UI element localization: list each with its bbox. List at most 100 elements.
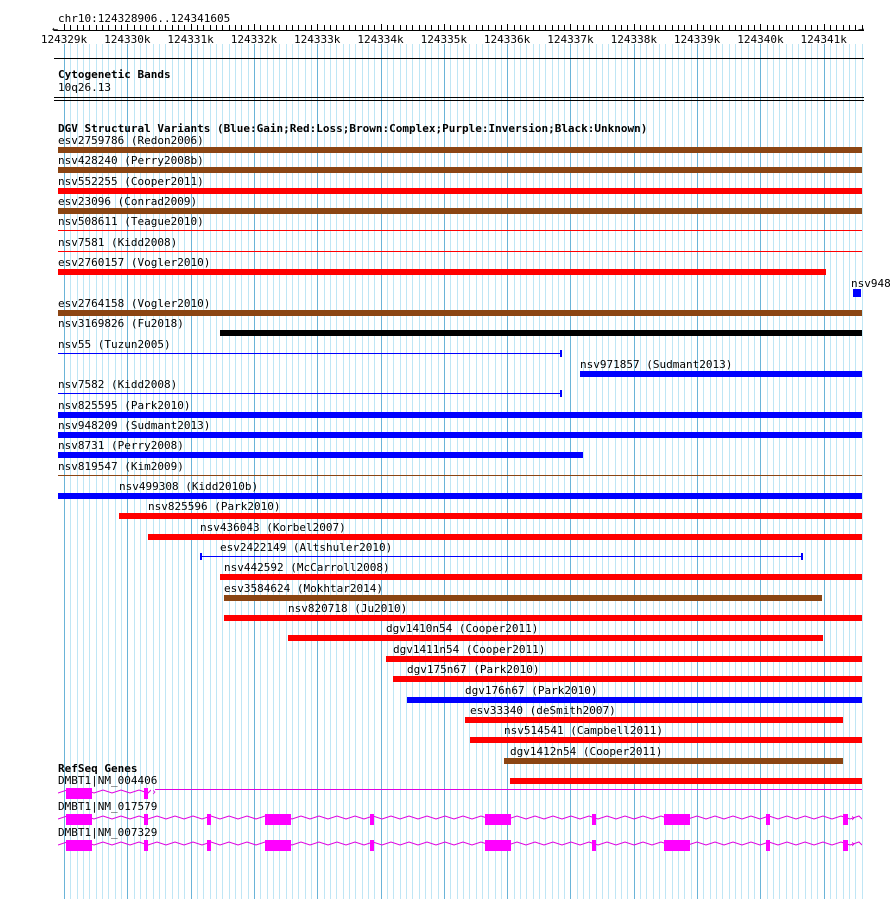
refseq-gene-row[interactable]: DMBT1|NM_017579 › <box>0 800 890 827</box>
dgv-variant-bar[interactable] <box>200 556 803 557</box>
dgv-variant-row[interactable]: nsv825596 (Park2010) <box>0 500 890 521</box>
dgv-variant-row[interactable]: nsv428240 (Perry2008b) <box>0 154 890 175</box>
gene-exon[interactable] <box>144 814 148 825</box>
dgv-variant-label: dgv1410n54 (Cooper2011) <box>386 622 539 636</box>
dgv-variant-end-cap <box>560 390 562 398</box>
dgv-variant-bar[interactable] <box>58 393 562 395</box>
dgv-variant-label: dgv176n67 (Park2010) <box>465 683 598 697</box>
dgv-variant-bar[interactable] <box>386 655 862 662</box>
gene-exon[interactable] <box>843 840 848 851</box>
dgv-variant-bar[interactable] <box>58 167 862 174</box>
dgv-variant-bar[interactable] <box>119 513 862 520</box>
dgv-variant-row[interactable]: nsv948 <box>0 277 890 298</box>
dgv-variant-row[interactable]: esv33340 (deSmith2007) <box>0 704 890 725</box>
dgv-variant-bar[interactable] <box>288 635 823 642</box>
gene-exon[interactable] <box>207 814 211 825</box>
gene-exon[interactable] <box>144 788 148 799</box>
dgv-variant-row[interactable]: esv2422149 (Altshuler2010) <box>0 541 890 562</box>
dgv-variant-bar[interactable] <box>58 452 583 459</box>
gene-exon[interactable] <box>144 840 148 851</box>
refseq-gene-row[interactable]: DMBT1|NM_004406 › <box>0 774 890 801</box>
gene-extension-line <box>155 789 862 790</box>
gene-exon[interactable] <box>66 788 92 799</box>
dgv-variant-bar[interactable] <box>465 716 843 723</box>
gene-exon[interactable] <box>592 840 596 851</box>
dgv-variant-row[interactable]: nsv820718 (Ju2010) <box>0 602 890 623</box>
gene-exon[interactable] <box>664 840 690 851</box>
dgv-variant-bar[interactable] <box>580 370 862 377</box>
dgv-variant-row[interactable]: nsv436043 (Korbel2007) <box>0 521 890 542</box>
ruler-tick-label: 124330k <box>104 33 151 46</box>
dgv-variant-bar[interactable] <box>510 777 862 784</box>
dgv-variant-row[interactable]: nsv442592 (McCarroll2008) <box>0 561 890 582</box>
dgv-variant-row[interactable]: dgv1410n54 (Cooper2011) <box>0 622 890 643</box>
dgv-variant-row[interactable]: esv3584624 (Mokhtar2014) <box>0 582 890 603</box>
gene-exon[interactable] <box>664 814 690 825</box>
dgv-variant-row[interactable]: dgv1412n54 (Cooper2011) <box>0 745 890 766</box>
gene-exon[interactable] <box>766 840 770 851</box>
dgv-variant-row[interactable]: dgv1411n54 (Cooper2011) <box>0 643 890 664</box>
dgv-variant-row[interactable]: nsv7581 (Kidd2008) <box>0 236 890 257</box>
gene-exon[interactable] <box>485 814 511 825</box>
gene-exon[interactable] <box>766 814 770 825</box>
refseq-gene-row[interactable]: DMBT1|NM_007329 › <box>0 826 890 853</box>
dgv-variant-row[interactable]: dgv175n67 (Park2010) <box>0 663 890 684</box>
gene-exon[interactable] <box>370 840 374 851</box>
dgv-variant-bar[interactable] <box>470 737 862 744</box>
gene-exon[interactable] <box>265 814 291 825</box>
dgv-variant-row[interactable]: esv2764158 (Vogler2010) <box>0 297 890 318</box>
dgv-variant-bar[interactable] <box>224 615 862 621</box>
dgv-variant-bar[interactable] <box>220 330 862 337</box>
dgv-variant-row[interactable]: nsv499308 (Kidd2010b) <box>0 480 890 501</box>
dgv-variant-bar[interactable] <box>148 533 862 540</box>
dgv-variant-bar[interactable] <box>58 352 562 354</box>
dgv-variant-bar[interactable] <box>58 431 862 438</box>
dgv-variant-bar[interactable] <box>393 676 862 683</box>
dgv-variant-bar[interactable] <box>58 250 862 252</box>
dgv-variant-bar[interactable] <box>58 208 862 215</box>
dgv-variant-row[interactable]: nsv8731 (Perry2008) <box>0 439 890 460</box>
dgv-variant-row[interactable]: nsv552255 (Cooper2011) <box>0 175 890 196</box>
dgv-variant-row[interactable]: esv23096 (Conrad2009) <box>0 195 890 216</box>
gene-exon[interactable] <box>66 814 92 825</box>
dgv-variant-marker[interactable] <box>853 288 861 297</box>
dgv-variant-bar[interactable] <box>58 309 862 316</box>
gene-exon[interactable] <box>843 814 848 825</box>
dgv-variant-row[interactable]: nsv508611 (Teague2010) <box>0 215 890 236</box>
gene-exon[interactable] <box>207 840 211 851</box>
gene-exon[interactable] <box>592 814 596 825</box>
dgv-variant-bar[interactable] <box>58 493 862 499</box>
dgv-variant-row[interactable]: nsv514541 (Campbell2011) <box>0 724 890 745</box>
dgv-variant-bar[interactable] <box>58 187 862 194</box>
dgv-variant-bar[interactable] <box>407 696 862 703</box>
ruler-axis-line <box>54 30 864 31</box>
dgv-variant-label: esv23096 (Conrad2009) <box>58 195 198 209</box>
dgv-variant-row[interactable]: nsv819547 (Kim2009) <box>0 460 890 481</box>
dgv-variant-row[interactable]: nsv55 (Tuzun2005) <box>0 338 890 359</box>
dgv-variant-end-cap <box>560 349 562 357</box>
dgv-variant-row[interactable]: esv2759786 (Redon2006) <box>0 134 890 155</box>
dgv-variant-row[interactable] <box>0 765 890 786</box>
dgv-variant-row[interactable]: nsv948209 (Sudmant2013) <box>0 419 890 440</box>
gene-exon[interactable] <box>66 840 92 851</box>
gene-exon[interactable] <box>485 840 511 851</box>
dgv-variant-label: nsv948209 (Sudmant2013) <box>58 418 211 432</box>
dgv-variant-bar[interactable] <box>504 757 843 764</box>
gene-exon[interactable] <box>265 840 291 851</box>
cytogenetic-bands-title: Cytogenetic Bands <box>58 68 171 81</box>
dgv-variant-row[interactable]: nsv825595 (Park2010) <box>0 399 890 420</box>
dgv-variant-bar[interactable] <box>58 411 862 418</box>
dgv-variant-bar[interactable] <box>58 230 862 232</box>
dgv-variant-row[interactable]: nsv7582 (Kidd2008) <box>0 378 890 399</box>
dgv-variant-bar[interactable] <box>58 147 862 153</box>
dgv-variant-row[interactable]: dgv176n67 (Park2010) <box>0 684 890 705</box>
dgv-variant-bar[interactable] <box>220 574 862 581</box>
dgv-variant-row[interactable]: esv2760157 (Vogler2010) <box>0 256 890 277</box>
dgv-variant-row[interactable]: nsv971857 (Sudmant2013) <box>0 358 890 379</box>
dgv-variant-bar[interactable] <box>224 594 822 601</box>
gene-exon[interactable] <box>370 814 374 825</box>
dgv-variant-bar[interactable] <box>58 474 862 476</box>
dgv-variant-bar[interactable] <box>58 269 826 276</box>
dgv-variant-row[interactable]: nsv3169826 (Fu2018) <box>0 317 890 338</box>
